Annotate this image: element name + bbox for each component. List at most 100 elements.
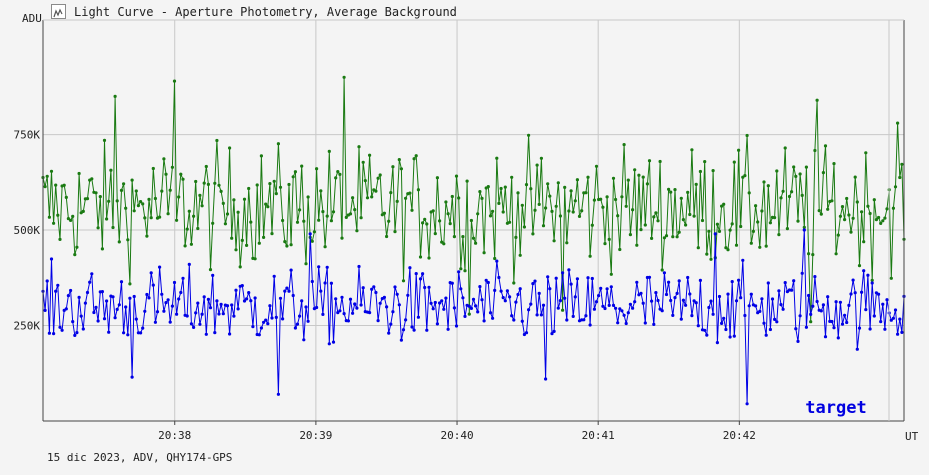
data-point xyxy=(705,252,709,256)
data-point xyxy=(567,268,571,272)
data-point xyxy=(336,311,340,315)
y-tick-label: 750K xyxy=(14,129,41,142)
data-point xyxy=(698,169,703,174)
data-point xyxy=(647,275,652,279)
data-point xyxy=(739,224,743,229)
data-point xyxy=(508,220,512,224)
data-point xyxy=(315,305,319,310)
data-point xyxy=(900,162,904,166)
data-point xyxy=(382,211,386,215)
data-point xyxy=(692,214,696,218)
data-point xyxy=(338,309,342,313)
data-point xyxy=(616,214,620,218)
data-point xyxy=(457,196,461,200)
data-point xyxy=(270,316,274,320)
data-point xyxy=(758,245,762,249)
data-point xyxy=(522,225,527,229)
data-point xyxy=(565,241,569,245)
data-point xyxy=(370,195,374,199)
data-point xyxy=(257,241,261,245)
data-point xyxy=(707,229,711,233)
data-point xyxy=(883,216,887,220)
data-point xyxy=(348,297,353,301)
data-point xyxy=(586,276,590,280)
data-point xyxy=(64,195,68,199)
data-point xyxy=(584,191,588,195)
data-point xyxy=(331,340,336,344)
data-point xyxy=(130,375,134,379)
data-point xyxy=(601,205,605,209)
data-point xyxy=(677,279,681,283)
data-point xyxy=(749,292,753,296)
data-point xyxy=(588,254,592,258)
data-point xyxy=(796,219,800,223)
data-point xyxy=(245,297,249,301)
data-point xyxy=(221,312,225,316)
data-point xyxy=(179,290,183,295)
data-point xyxy=(544,377,548,381)
data-point xyxy=(851,278,855,282)
data-point xyxy=(304,305,308,309)
data-point xyxy=(117,303,121,307)
data-point xyxy=(807,252,811,256)
data-point xyxy=(327,342,331,346)
data-point xyxy=(355,229,359,233)
data-point xyxy=(777,233,781,237)
data-point xyxy=(374,290,378,295)
data-point xyxy=(809,320,813,324)
data-point xyxy=(715,222,720,226)
data-point xyxy=(172,280,177,285)
data-point xyxy=(618,307,622,311)
data-point xyxy=(281,218,285,223)
data-point xyxy=(866,273,870,277)
data-point xyxy=(287,182,291,187)
data-point xyxy=(98,195,102,199)
data-point xyxy=(45,279,49,283)
data-point xyxy=(446,327,450,331)
data-point xyxy=(628,302,633,306)
data-point xyxy=(474,241,478,245)
data-point xyxy=(143,216,147,220)
data-point xyxy=(643,223,647,227)
data-point xyxy=(141,326,145,330)
data-point xyxy=(503,299,507,303)
data-point xyxy=(558,214,563,218)
data-point xyxy=(391,165,395,169)
data-point xyxy=(877,292,881,296)
data-point xyxy=(134,317,138,321)
data-point xyxy=(556,181,560,185)
data-point xyxy=(412,328,416,332)
data-point xyxy=(461,235,465,239)
data-point xyxy=(811,253,815,257)
data-point xyxy=(96,226,100,230)
data-point xyxy=(240,238,244,242)
data-point xyxy=(599,197,603,201)
data-point xyxy=(372,285,376,289)
data-point xyxy=(69,218,73,222)
data-point xyxy=(819,309,823,313)
x-axis-unit-label: UT xyxy=(905,430,919,443)
data-point xyxy=(734,299,739,303)
data-point xyxy=(524,331,529,335)
data-point xyxy=(743,174,747,178)
data-point xyxy=(391,310,395,314)
plot-area[interactable] xyxy=(43,20,904,421)
data-point xyxy=(283,240,287,244)
data-point xyxy=(794,327,798,331)
data-point xyxy=(109,168,113,172)
data-point xyxy=(58,325,62,329)
data-point xyxy=(459,287,463,291)
data-point xyxy=(232,314,236,318)
data-point xyxy=(438,301,442,305)
data-point xyxy=(777,289,781,293)
data-point xyxy=(408,191,412,195)
data-point xyxy=(274,192,278,196)
light-curve-icon[interactable] xyxy=(51,4,66,19)
data-point xyxy=(537,291,541,295)
data-point xyxy=(393,230,397,234)
data-point xyxy=(531,232,535,236)
data-point xyxy=(847,303,851,307)
data-point xyxy=(524,183,529,187)
data-point xyxy=(283,289,287,293)
